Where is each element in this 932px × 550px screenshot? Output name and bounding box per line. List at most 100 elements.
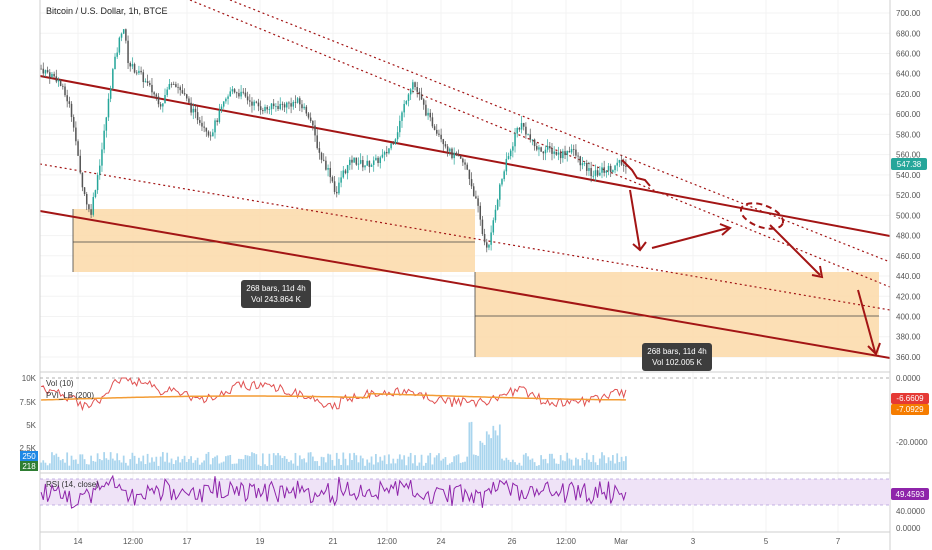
candle-body (481, 219, 484, 234)
candle-body (427, 112, 429, 116)
candle-body (355, 157, 358, 165)
candle-body (492, 220, 495, 233)
candle-body (266, 106, 268, 110)
volume-bar (585, 452, 588, 470)
volume-bar (205, 453, 208, 470)
candle-body (572, 149, 575, 150)
arrow-down-3 (857, 289, 876, 353)
volume-bar (348, 453, 351, 470)
volume-bar (470, 421, 473, 470)
volume-bar (416, 465, 419, 470)
candle-body (444, 144, 447, 147)
volume-bar (288, 461, 290, 470)
candle-body (294, 101, 297, 103)
volume-bar (298, 455, 301, 470)
lower-trendline[interactable] (39, 210, 891, 359)
candle-body (77, 141, 79, 156)
volume-bar (453, 456, 456, 470)
candle-body (436, 129, 438, 134)
candle-body (499, 184, 501, 200)
volume-bar (340, 464, 342, 470)
candle-body (425, 104, 427, 116)
volume-bar (601, 452, 603, 470)
volume-bar (533, 462, 536, 470)
time-tick-label: 17 (183, 537, 192, 546)
volume-bar (316, 461, 319, 470)
volume-bar (179, 462, 182, 470)
candle-body (562, 151, 564, 159)
volume-bar (444, 457, 447, 470)
candle-body (62, 85, 64, 87)
candle-body (459, 155, 462, 159)
candle-body (525, 126, 527, 135)
volume-bar (70, 455, 73, 470)
candle-body (501, 179, 503, 185)
volume-bar (218, 463, 221, 470)
mid-dotted-line[interactable] (39, 163, 891, 311)
candle-body (351, 159, 353, 163)
volume-bar (292, 463, 295, 470)
candle-body (366, 160, 368, 166)
volume-bar (116, 453, 119, 470)
candle-body (599, 172, 601, 176)
candle-body (475, 196, 477, 199)
candle-body (529, 134, 532, 140)
upper-trendline[interactable] (39, 75, 891, 237)
price-axis[interactable]: 700.00 680.00 660.00 640.00 620.00 600.00 580.… (896, 9, 921, 362)
volume-bar (233, 463, 236, 470)
volume-bar (51, 452, 53, 470)
volume-bar (485, 431, 488, 470)
candle-body (225, 98, 227, 102)
candle-body (581, 163, 584, 166)
candle-body (283, 104, 286, 108)
candle-body (605, 170, 608, 173)
candle-body (590, 168, 592, 177)
volume-bar (405, 465, 408, 470)
candle-body (579, 156, 582, 166)
volume-bar (388, 454, 390, 470)
volume-bar (248, 456, 251, 470)
pvi-badge-value: -6.6609 (896, 394, 924, 403)
time-tick-label: 24 (437, 537, 446, 546)
pvi-tick-label: -20.0000 (896, 438, 928, 447)
volume-bar (346, 465, 349, 470)
last-price-badge: 547.38 (891, 158, 927, 170)
candle-body (227, 96, 229, 99)
volume-bar (433, 457, 436, 470)
rsi-badge-value: 49.4593 (896, 490, 925, 499)
candle-body (594, 170, 597, 176)
candle-body (494, 209, 497, 221)
volume-bar (557, 463, 560, 470)
candle-body (292, 101, 295, 107)
candle-body (177, 86, 179, 88)
volume-bar (342, 452, 345, 470)
volume-bar (114, 460, 116, 470)
volume-bar (516, 464, 519, 470)
volume-bar (403, 455, 406, 470)
candle-body (342, 170, 345, 178)
volume-bar (238, 458, 240, 470)
candle-body (538, 147, 540, 150)
volume-bar (594, 462, 597, 470)
candle-body (438, 133, 440, 135)
price-tick-label: 560.00 (896, 151, 921, 160)
volume-bar (620, 456, 623, 470)
candle-body (403, 103, 405, 113)
volume-bar (172, 463, 175, 470)
candle-body (549, 146, 551, 149)
measure-label-1-vol: Vol 243.864 K (251, 295, 301, 304)
candle-body (386, 151, 388, 154)
volume-bar (538, 465, 540, 470)
upper-dotted-line-2[interactable] (229, 0, 891, 263)
candle-body (399, 120, 401, 133)
candle-body (412, 82, 414, 90)
candle-body (179, 87, 181, 91)
volume-bar (253, 453, 256, 470)
trend-channels[interactable] (39, 0, 891, 359)
volume-bar (501, 458, 503, 470)
volume-bar (614, 463, 616, 470)
time-axis[interactable]: 14 12:00 17 19 21 12:00 24 26 12:00 Mar 3 5 7 (74, 537, 841, 546)
volume-left-axis: 10K 7.5K 5K 2.5K (20, 374, 37, 453)
upper-dotted-line-1[interactable] (189, 0, 891, 288)
volume-bar (590, 461, 592, 470)
